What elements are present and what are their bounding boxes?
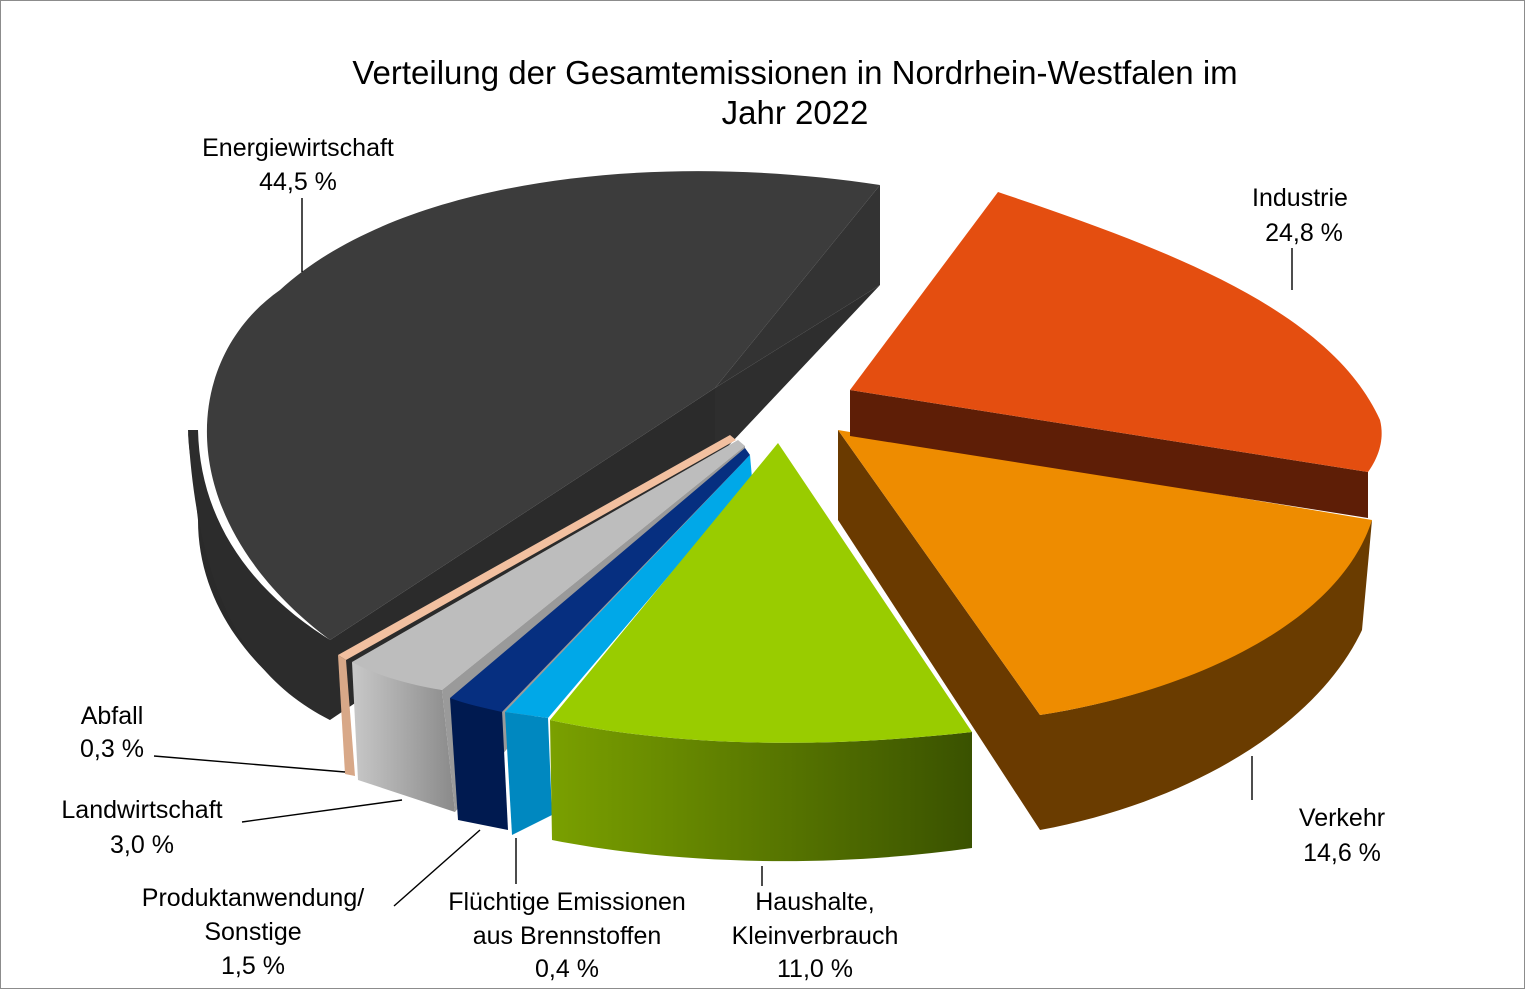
label-fluechtige-value: 0,4 % — [535, 955, 599, 983]
slice-fluechtige-emissionen — [505, 455, 752, 835]
slice-fluechtige-emissionen-side — [505, 712, 552, 835]
slice-industrie-front-wall — [850, 390, 1368, 518]
label-industrie: Industrie 24,8 % — [1252, 184, 1348, 247]
slice-produktanwendung-top — [450, 448, 750, 712]
slice-produktanwendung — [450, 448, 750, 830]
slice-haushalte-side — [550, 720, 972, 862]
label-haushalte: Haushalte, Kleinverbrauch 11,0 % — [732, 888, 899, 983]
label-fluechtige-line-1: Flüchtige Emissionen — [448, 888, 686, 916]
leader-line-abfall — [153, 755, 346, 773]
label-abfall: Abfall 0,3 % — [80, 702, 144, 763]
slice-haushalte — [550, 443, 972, 862]
label-industrie-name: Industrie — [1252, 184, 1348, 212]
label-fluechtige-line-2: aus Brennstoffen — [473, 922, 662, 950]
leader-line-produktanwendung — [393, 829, 481, 907]
label-fluechtige-emissionen: Flüchtige Emissionen aus Brennstoffen 0,… — [448, 888, 686, 983]
chart-title-line-1: Verteilung der Gesamtemissionen in Nordr… — [352, 54, 1237, 91]
slice-landwirtschaft-side — [352, 662, 455, 812]
slice-landwirtschaft-top — [352, 440, 745, 690]
slice-fluechtige-emissionen-top — [505, 455, 752, 718]
slice-industrie-top — [850, 192, 1382, 472]
label-produktanwendung-value: 1,5 % — [221, 952, 285, 980]
label-landwirtschaft: Landwirtschaft 3,0 % — [61, 796, 222, 859]
label-haushalte-value: 11,0 % — [777, 955, 853, 983]
label-haushalte-line-2: Kleinverbrauch — [732, 922, 899, 950]
slice-energiewirtschaft-bottom-rim — [188, 430, 330, 720]
slice-produktanwendung-side — [450, 698, 508, 830]
label-energiewirtschaft: Energiewirtschaft 44,5 % — [202, 134, 394, 196]
label-produktanwendung-line-1: Produktanwendung/ — [142, 884, 364, 912]
label-haushalte-line-1: Haushalte, — [755, 888, 875, 916]
label-verkehr-value: 14,6 % — [1303, 839, 1381, 867]
label-landwirtschaft-value: 3,0 % — [110, 831, 174, 859]
slice-abfall-side — [338, 655, 355, 776]
label-industrie-value: 24,8 % — [1265, 219, 1343, 247]
slice-verkehr-inner-wall — [838, 430, 1040, 830]
label-energiewirtschaft-value: 44,5 % — [259, 168, 337, 196]
slice-industrie — [850, 192, 1382, 518]
slice-abfall-top — [338, 435, 736, 660]
slice-haushalte-top — [550, 443, 972, 743]
slice-verkehr-side — [1040, 520, 1372, 830]
label-produktanwendung-line-2: Sonstige — [204, 918, 301, 946]
label-verkehr-name: Verkehr — [1299, 804, 1385, 832]
label-verkehr: Verkehr 14,6 % — [1299, 804, 1385, 867]
slice-energiewirtschaft-inner-wall-2 — [715, 285, 880, 460]
slice-energiewirtschaft-top — [206, 171, 880, 640]
leader-line-landwirtschaft — [241, 799, 403, 823]
slice-verkehr-top — [838, 430, 1372, 715]
label-abfall-value: 0,3 % — [80, 735, 144, 763]
label-abfall-name: Abfall — [81, 702, 144, 730]
slice-verkehr — [838, 430, 1372, 830]
label-produktanwendung: Produktanwendung/ Sonstige 1,5 % — [142, 884, 364, 980]
label-landwirtschaft-name: Landwirtschaft — [61, 796, 222, 824]
slice-abfall — [338, 435, 736, 776]
chart-title-line-2: Jahr 2022 — [722, 94, 869, 131]
label-energiewirtschaft-name: Energiewirtschaft — [202, 134, 394, 162]
